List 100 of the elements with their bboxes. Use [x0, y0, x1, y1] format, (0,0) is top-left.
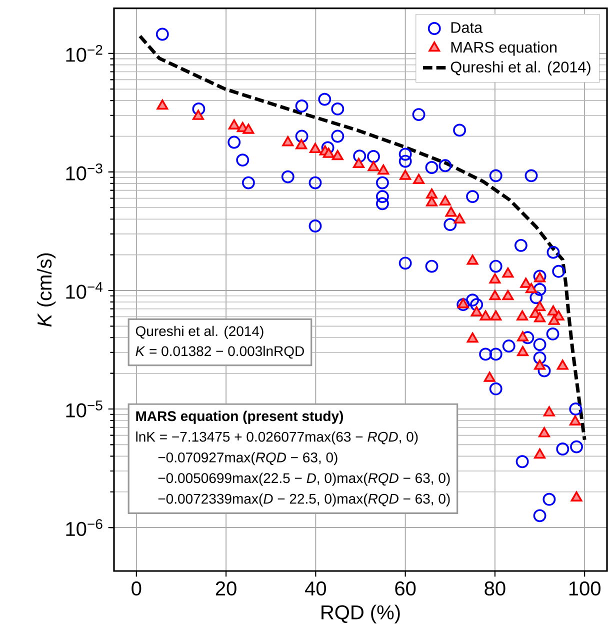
x-axis-title: RQD (%): [322, 604, 400, 624]
legend-label: Data: [451, 22, 483, 33]
annotation: lnK = −7.13475 + 0.026077max(63 − RQD, 0): [136, 431, 418, 445]
point: [242, 176, 255, 190]
point: [548, 305, 559, 316]
point: [466, 294, 480, 307]
point: [400, 170, 412, 180]
point: [331, 102, 344, 116]
point: [352, 158, 364, 168]
point: [556, 442, 570, 456]
point: [378, 164, 390, 175]
point: [520, 278, 532, 288]
point: [438, 159, 452, 172]
point: [569, 415, 581, 426]
point: [398, 154, 412, 168]
point: [489, 260, 502, 273]
point: [425, 260, 438, 273]
point: [398, 148, 412, 161]
point: [533, 351, 546, 364]
point: [534, 360, 546, 370]
y-tick-label: 10$^{−6}$: [66, 519, 102, 536]
point: [453, 124, 466, 137]
point: [282, 136, 294, 146]
legend-label: Qureshi et al. (2014): [450, 61, 590, 76]
point: [489, 169, 502, 182]
point: [412, 108, 426, 122]
annotation: −0.0072339max(D − 22.5, 0)max(RQD − 63, 0): [158, 493, 450, 507]
point: [546, 246, 560, 259]
point: [470, 306, 482, 316]
point: [489, 348, 502, 361]
point: [192, 110, 204, 120]
point: [517, 331, 528, 342]
point: [502, 267, 514, 278]
point: [457, 298, 469, 308]
point: [321, 141, 334, 154]
point: [502, 290, 514, 300]
point: [242, 124, 254, 134]
point: [310, 142, 321, 154]
point: [548, 314, 560, 325]
point: [236, 154, 250, 167]
x-tick-label: 20: [216, 581, 236, 596]
point: [542, 492, 556, 506]
point: [156, 100, 168, 110]
y-tick-label: 10$^{−3}$: [66, 163, 102, 180]
point: [466, 254, 478, 265]
point: [538, 364, 551, 378]
point: [552, 264, 566, 278]
point: [534, 448, 546, 459]
point: [295, 130, 308, 143]
point: [543, 406, 555, 416]
point: [470, 298, 484, 312]
point: [308, 220, 322, 232]
point: [533, 282, 546, 296]
x-tick-label: 80: [484, 581, 506, 596]
point: [490, 310, 502, 320]
point: [489, 382, 502, 396]
point: [454, 213, 466, 224]
annotation: K = 0.01382 − 0.003lnRQD: [136, 346, 304, 359]
point: [489, 273, 501, 284]
point: [368, 161, 380, 172]
point: [534, 300, 546, 312]
point: [228, 119, 240, 130]
point: [516, 455, 529, 468]
point: [479, 348, 492, 361]
point: [318, 92, 332, 106]
point: [484, 372, 496, 382]
point: [413, 174, 424, 184]
point: [295, 100, 308, 112]
point: [569, 402, 582, 416]
point: [376, 197, 389, 210]
point: [514, 238, 528, 252]
annotation: −0.0050699max(22.5 − D, 0)max(RQD − 63, 0): [158, 472, 450, 486]
point: [466, 332, 478, 343]
point: [353, 150, 366, 163]
point: [376, 176, 389, 190]
point: [376, 190, 389, 204]
point: [439, 195, 451, 206]
point: [516, 310, 528, 320]
point: [296, 139, 308, 150]
point: [367, 150, 380, 163]
y-tick-label: 10$^{−2}$: [66, 44, 102, 62]
point: [517, 346, 528, 356]
point: [502, 340, 516, 352]
annotation: Qureshi et al. (2014): [136, 326, 264, 339]
point: [331, 130, 344, 143]
point: [546, 327, 560, 340]
point: [425, 161, 438, 174]
point: [332, 150, 344, 160]
y-axis-title: K (cm/s): [36, 253, 56, 327]
point: [426, 196, 438, 206]
x-tick-label: 60: [395, 581, 416, 596]
point: [426, 188, 438, 199]
point: [521, 331, 534, 344]
point: [534, 272, 546, 282]
y-tick-label: 10$^{−5}$: [66, 400, 102, 418]
annotation: MARS equation (present study): [136, 410, 344, 424]
annotation: −0.070927max(RQD − 63, 0): [158, 452, 338, 466]
point: [556, 360, 568, 370]
x-tick-label: 100: [569, 581, 600, 596]
x-tick-label: 0: [132, 581, 142, 596]
